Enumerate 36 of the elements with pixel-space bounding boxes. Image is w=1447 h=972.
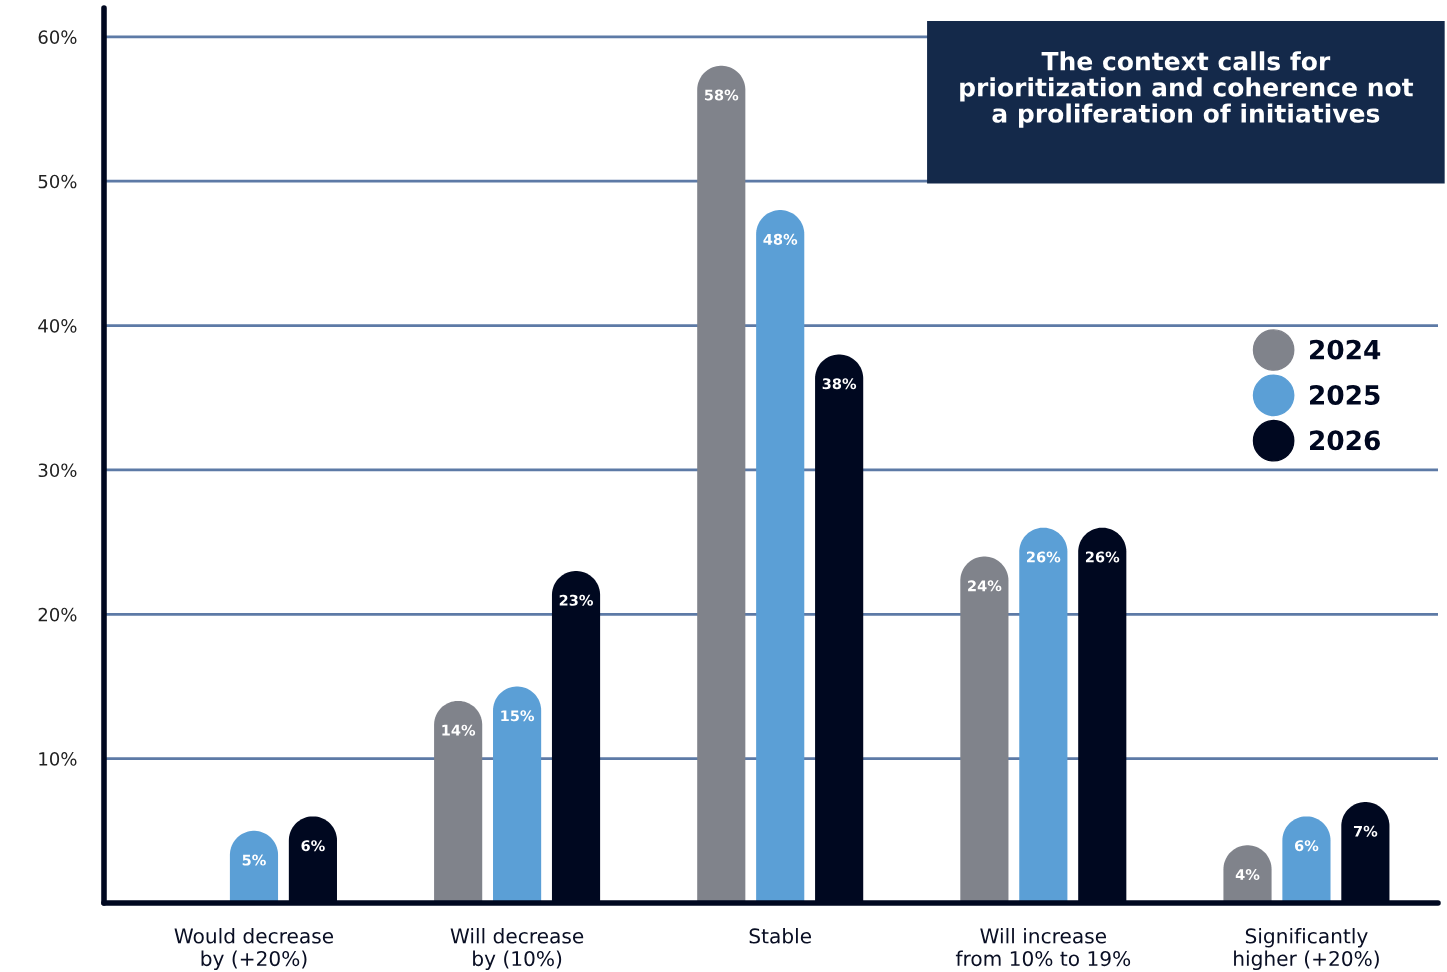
y-tick-label: 30% [38, 463, 77, 478]
data-label: 26% [1027, 551, 1061, 563]
bar [434, 700, 483, 903]
y-tick-label: 20% [38, 607, 77, 622]
y-tick-label: 50% [38, 174, 77, 189]
legend-label: 2024 [1310, 339, 1381, 360]
legend-label: 2025 [1310, 385, 1380, 405]
data-label: 38% [822, 378, 857, 390]
data-label: 24% [968, 580, 1002, 592]
x-tick-label: Stable [749, 928, 812, 944]
y-tick-label: 60% [38, 30, 77, 44]
data-label: 7% [1353, 825, 1378, 837]
x-tick-label: Significantly higher (+20%) [1234, 928, 1379, 971]
x-tick-label: Would decrease by (+20%) [174, 928, 334, 971]
y-tick-label: 10% [39, 752, 77, 766]
x-tick-label: Will decrease by (10%) [450, 928, 584, 971]
bar [697, 65, 746, 903]
y-tick-label: 40% [38, 319, 77, 333]
data-label: 48% [763, 233, 798, 245]
bar [960, 556, 1009, 903]
bar [1019, 527, 1068, 903]
data-label: 4% [1235, 869, 1260, 881]
bar [493, 686, 542, 903]
x-tick-label: Will increase from 10% to 19% [955, 928, 1131, 967]
data-label: 58% [704, 89, 739, 101]
data-label: 14% [442, 724, 476, 736]
data-label: 15% [501, 710, 535, 722]
bar [756, 210, 805, 903]
legend-label: 2026 [1310, 430, 1380, 451]
text: The context calls for prioritization and coherence not a proliferation of initiatives [960, 51, 1414, 128]
data-label: 6% [301, 840, 325, 852]
bar [1282, 816, 1331, 903]
data-label: 26% [1085, 551, 1120, 563]
data-label: 23% [559, 594, 594, 606]
data-label: 5% [242, 854, 266, 866]
data-label: 6% [1294, 840, 1319, 852]
